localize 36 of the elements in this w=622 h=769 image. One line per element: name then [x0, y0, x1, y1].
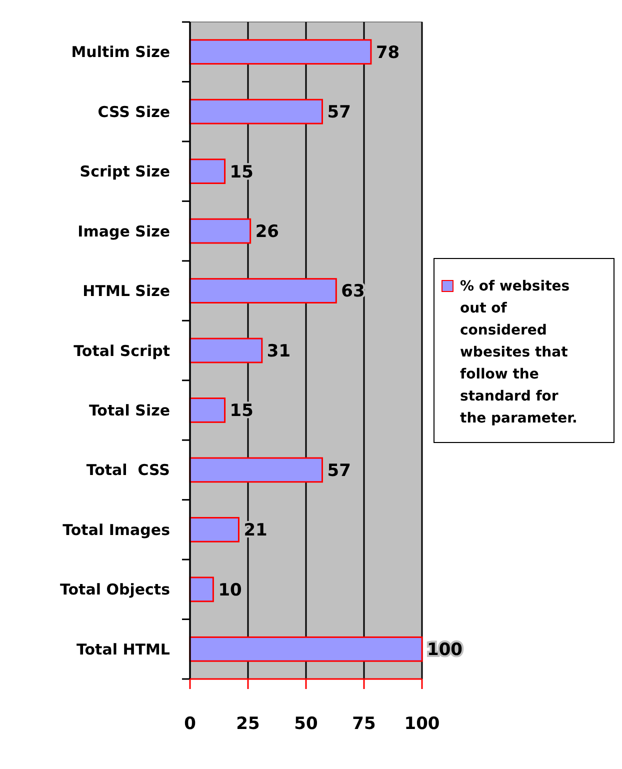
x-tick-label: 0 — [184, 714, 196, 734]
data-label: 31 — [266, 341, 291, 362]
bar — [189, 39, 372, 65]
y-tick-label: Total Images — [62, 520, 170, 539]
bar — [189, 398, 226, 423]
x-tick-label: 100 — [404, 714, 440, 734]
bar — [189, 338, 263, 364]
data-label: 78 — [376, 42, 400, 63]
x-tick-label: 25 — [236, 714, 260, 734]
bar — [189, 98, 323, 124]
y-tick-label: Total Objects — [60, 580, 170, 599]
bar — [189, 636, 423, 662]
y-tick-label: Total Script — [74, 342, 170, 360]
data-label: 57 — [327, 460, 351, 481]
data-label: 26 — [255, 222, 279, 242]
y-tick-label: Image Size — [78, 222, 170, 240]
y-tick-label: Total Size — [88, 401, 170, 420]
bar — [189, 576, 214, 602]
data-label: 63 — [341, 282, 365, 302]
bar — [189, 457, 323, 483]
bar — [189, 516, 240, 542]
bar — [189, 158, 226, 184]
x-tick-label: 75 — [352, 714, 376, 734]
y-tick-label: Script Size — [80, 162, 170, 181]
x-tick-label: 50 — [294, 714, 318, 734]
data-label: 10 — [218, 580, 242, 600]
legend-label: % of websites out of considered wbesites that follow the standard for the parameter. — [460, 278, 578, 426]
data-label: 57 — [327, 102, 351, 123]
y-tick-label: Total CSS — [86, 461, 170, 480]
y-tick-label: CSS Size — [98, 102, 170, 121]
bar — [189, 278, 337, 304]
y-tick-label: HTML Size — [82, 282, 170, 300]
y-tick-label: Total HTML — [76, 640, 170, 658]
bar — [189, 218, 252, 244]
y-tick-label: Multim Size — [71, 43, 170, 62]
data-label: 100 — [427, 640, 463, 660]
